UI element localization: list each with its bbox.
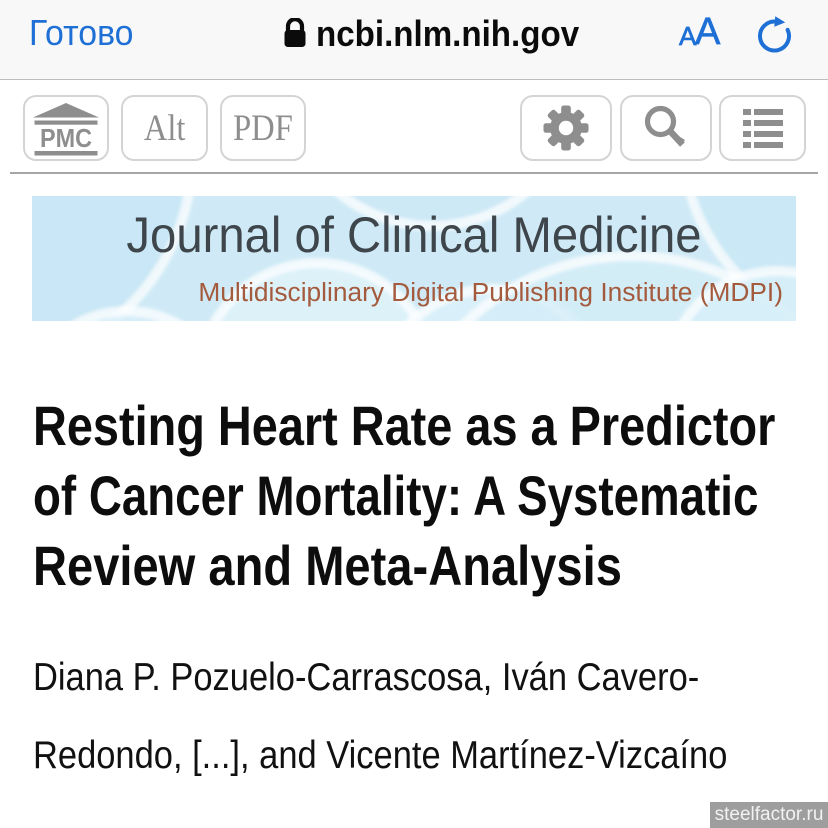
banner-bubbles-decoration [32,196,796,321]
reload-button[interactable] [753,10,797,56]
pdf-button[interactable]: PDF [220,95,306,161]
journal-title: Journal of Clinical Medicine [126,207,702,263]
list-icon [742,109,783,148]
toolbar-divider [10,172,818,174]
journal-banner: Journal of Clinical Medicine Multidiscip… [32,196,796,321]
article-title-row-1: Resting Heart Rate as a Predictor [33,391,823,461]
article-authors: Diana P. Pozuelo-Carrascosa, Iván Cavero… [33,639,823,795]
text-size-large-a: A [695,10,721,53]
lock-icon [284,18,306,47]
article-authors-row-2: Redondo, [...], and Vicente Martínez-Viz… [33,717,823,795]
text-size-small-a: A [679,21,697,51]
pmc-home-button[interactable]: PMC [23,95,109,161]
svg-text:PMC: PMC [40,123,92,153]
alt-button[interactable]: Alt [121,95,208,161]
reload-icon [758,16,791,53]
article-title-row-2: of Cancer Mortality: A Systematic [33,461,823,531]
article-title-line-3: Review and Meta-Analysis [33,534,622,597]
search-icon [644,105,685,147]
watermark-text: steelfactor.ru [714,804,824,825]
alt-label: Alt [143,107,186,149]
journal-publisher: Multidisciplinary Digital Publishing Ins… [198,276,783,307]
pmc-logo-icon: PMC [33,102,99,155]
pmc-toolbar: PMC Alt PDF [0,80,828,174]
article-authors-row-1: Diana P. Pozuelo-Carrascosa, Iván Cavero… [33,639,823,717]
gear-icon [543,105,589,151]
contents-list-button[interactable] [719,95,806,161]
pdf-label: PDF [233,107,293,149]
article-title-line-1: Resting Heart Rate as a Predictor [33,394,776,457]
article-authors-line-2: Redondo, [...], and Vicente Martínez-Viz… [33,734,728,777]
article-title-row-3: Review and Meta-Analysis [33,531,823,601]
url-text[interactable]: ncbi.nlm.nih.gov [316,12,580,54]
settings-button[interactable] [520,95,612,161]
search-button[interactable] [620,95,712,161]
article-title: Resting Heart Rate as a Predictor of Can… [33,391,823,601]
done-button[interactable]: Готово [29,11,134,53]
article-authors-line-1: Diana P. Pozuelo-Carrascosa, Iván Cavero… [33,656,700,699]
watermark-badge: steelfactor.ru [710,802,828,828]
article-title-line-2: of Cancer Mortality: A Systematic [33,464,759,527]
